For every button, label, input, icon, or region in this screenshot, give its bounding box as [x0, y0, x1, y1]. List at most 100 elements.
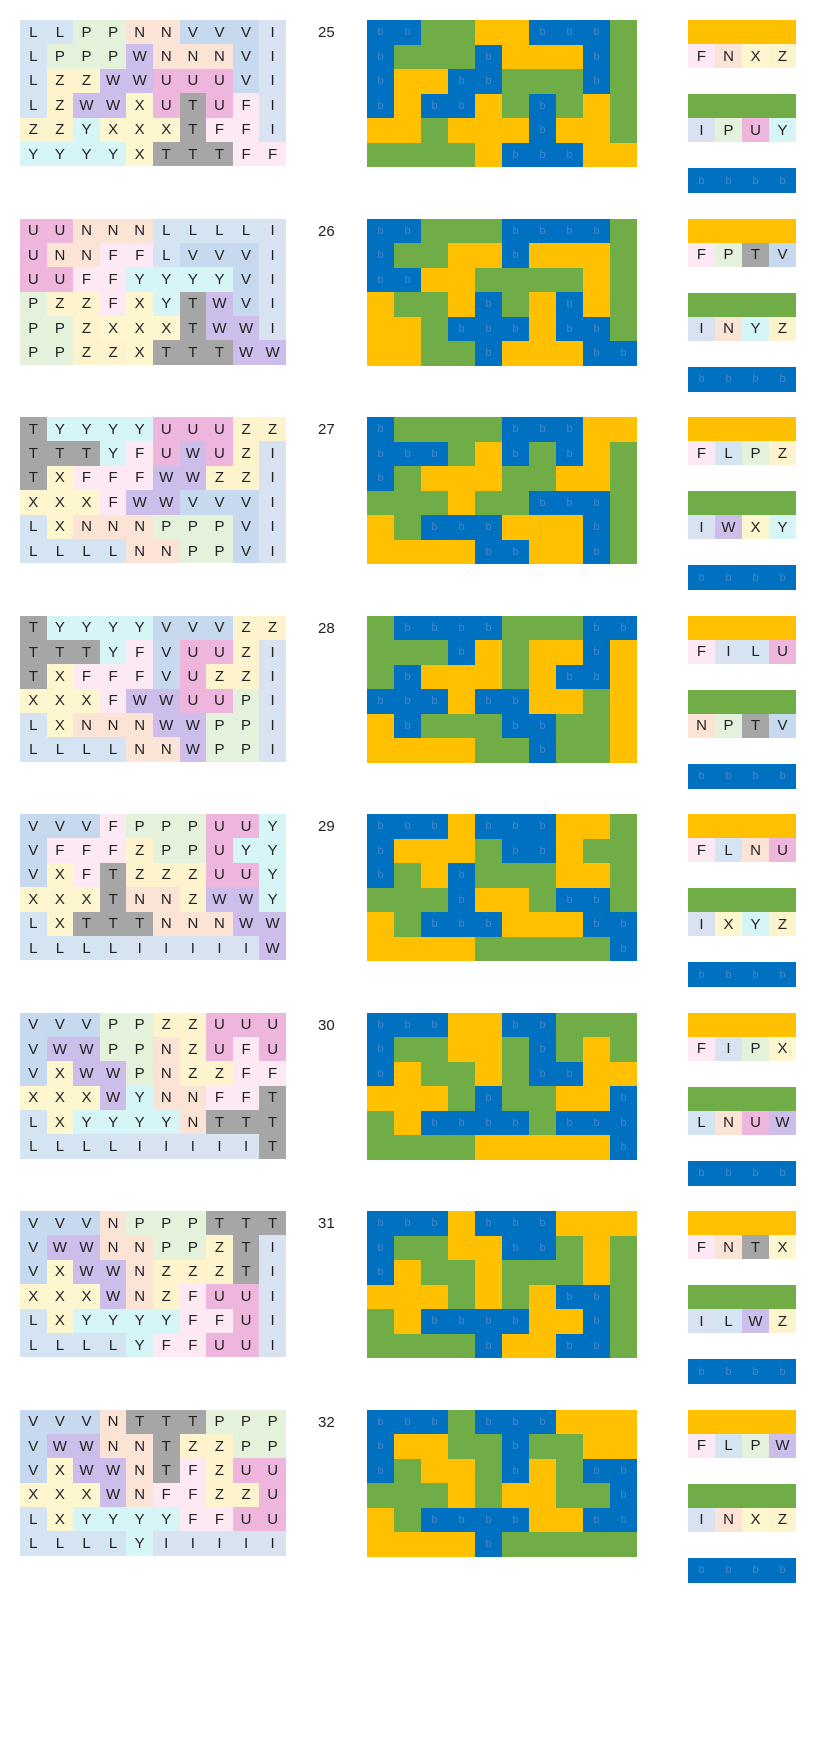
color-cell — [448, 44, 475, 69]
color-cell: b — [421, 93, 448, 118]
color-cell: b — [529, 118, 556, 143]
letter-cell: U — [232, 862, 260, 888]
legend-letter: X — [769, 1036, 796, 1061]
blue-bar-cell: b — [779, 174, 786, 187]
color-cell — [502, 1086, 529, 1111]
color-cell: b — [502, 838, 529, 863]
color-cell — [394, 1532, 421, 1557]
color-cell: b — [475, 316, 502, 341]
color-cell — [421, 118, 448, 143]
legend-letter: Z — [769, 1309, 796, 1333]
yellow-group-bar — [688, 1012, 796, 1037]
letter-cell: T — [206, 1110, 233, 1135]
legend-letter: I — [688, 912, 715, 936]
letter-cell: L — [46, 1531, 74, 1556]
color-cell — [610, 1061, 637, 1086]
legend-letter: N — [688, 713, 715, 738]
letter-cell: U — [206, 417, 233, 442]
color-cell: b — [583, 490, 610, 515]
color-cell — [529, 292, 556, 317]
letter-cell: W — [73, 1235, 100, 1260]
color-cell — [610, 93, 637, 118]
color-cell: b — [610, 341, 637, 366]
letter-cell: T — [179, 93, 207, 118]
color-cell — [475, 243, 502, 268]
letter-cell: L — [99, 1531, 127, 1556]
letter-cell: I — [259, 713, 286, 738]
color-cell — [394, 1135, 421, 1160]
letter-cell: N — [126, 1458, 153, 1483]
color-cell — [556, 689, 583, 714]
color-cell — [556, 44, 583, 69]
color-cell: b — [556, 292, 583, 317]
color-cell — [610, 515, 637, 540]
color-cell — [421, 1483, 448, 1508]
color-cell — [556, 539, 583, 564]
letter-cell: F — [232, 1061, 260, 1086]
legend-letter: L — [715, 1309, 742, 1333]
color-cell — [394, 417, 421, 442]
color-cell — [529, 441, 556, 466]
color-cell — [529, 615, 556, 640]
color-cell — [394, 1235, 421, 1260]
letter-cell: Y — [259, 814, 286, 839]
letter-cell: L — [20, 1332, 47, 1358]
color-cell — [394, 912, 421, 937]
letter-cell: P — [152, 838, 180, 863]
letter-cell: U — [206, 1012, 233, 1037]
color-cell: b — [583, 664, 610, 689]
letter-cell: I — [259, 538, 286, 564]
color-cell — [421, 1458, 448, 1483]
color-cell: b — [367, 1235, 394, 1260]
letter-cell: U — [179, 664, 207, 689]
color-cell — [475, 640, 502, 665]
color-cell — [529, 1458, 556, 1483]
color-cell — [394, 1110, 421, 1135]
color-cell: b — [367, 243, 394, 268]
letter-cell: L — [20, 911, 47, 936]
color-cell — [367, 515, 394, 540]
color-cell — [502, 615, 529, 640]
color-cell — [421, 466, 448, 491]
color-cell — [475, 267, 502, 292]
color-cell — [502, 1061, 529, 1086]
letter-cell: X — [46, 1284, 74, 1309]
letter-cell: V — [20, 1012, 47, 1037]
letter-cell: T — [232, 1211, 260, 1236]
color-cell — [502, 93, 529, 118]
blue-bar-cell: b — [698, 968, 705, 981]
letter-cell: N — [126, 1235, 153, 1260]
color-cell — [610, 267, 637, 292]
letter-cell: P — [99, 20, 127, 45]
letter-cell: W — [99, 93, 127, 118]
color-cell — [610, 441, 637, 466]
letter-cell: T — [259, 1085, 286, 1111]
letter-cell: P — [179, 538, 207, 564]
color-cell — [502, 1037, 529, 1062]
letter-cell: F — [126, 465, 153, 491]
color-cell: b — [475, 44, 502, 69]
letter-cell: Y — [99, 1507, 127, 1532]
letter-cell: L — [46, 737, 74, 762]
letter-cell: U — [206, 814, 233, 839]
color-cell: b — [394, 267, 421, 292]
letter-cell: Y — [126, 417, 153, 442]
puzzle-number: 32 — [318, 1413, 335, 1431]
letter-cell: X — [99, 117, 127, 142]
legend-letter: Y — [769, 118, 796, 142]
blue-bar-cell: b — [779, 1167, 786, 1179]
letter-cell: X — [46, 1259, 74, 1285]
letter-cell: N — [126, 1259, 153, 1285]
color-cell — [367, 539, 394, 564]
color-cell — [448, 1483, 475, 1508]
letter-cell: W — [152, 688, 180, 714]
letter-cell: I — [126, 1134, 153, 1159]
color-cell — [610, 243, 637, 268]
color-cell: b — [475, 539, 502, 564]
letter-cell: F — [206, 1308, 233, 1333]
legend-letter: X — [742, 44, 769, 68]
